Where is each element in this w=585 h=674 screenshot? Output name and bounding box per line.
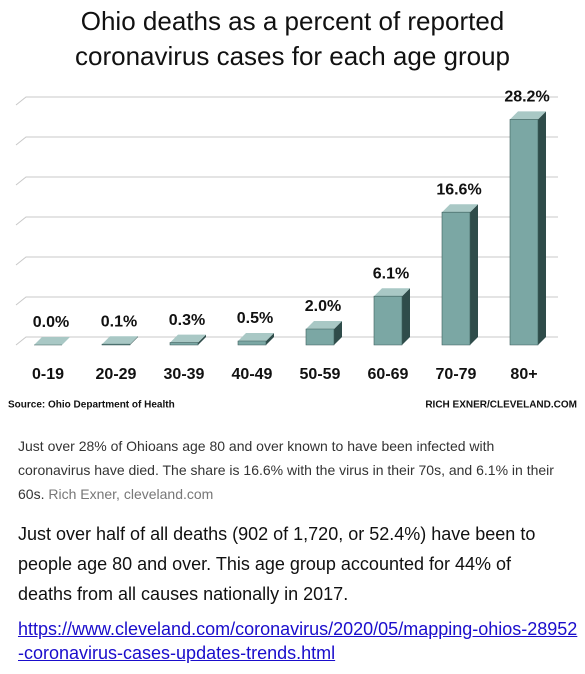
caption: Just over 28% of Ohioans age 80 and over… — [18, 434, 570, 506]
grid-line — [15, 136, 558, 146]
x-tick-label: 70-79 — [436, 366, 477, 383]
grid-line — [15, 96, 558, 106]
caption-credit: Rich Exner, cleveland.com — [48, 486, 214, 502]
chart-title: Ohio deaths as a percent of reported cor… — [74, 6, 511, 71]
x-tick-label: 40-49 — [232, 366, 273, 383]
x-tick-label: 20-29 — [96, 366, 137, 383]
x-tick-label: 0-19 — [32, 366, 64, 383]
value-label: 0.1% — [101, 313, 137, 330]
grid-line — [15, 216, 558, 226]
bar — [169, 334, 206, 346]
bar — [373, 288, 410, 346]
bar — [509, 111, 546, 346]
value-label: 0.0% — [33, 314, 69, 331]
x-tick-label: 30-39 — [164, 366, 205, 383]
source: Source: Ohio Department of Health — [8, 400, 175, 411]
value-label: 2.0% — [305, 298, 341, 315]
value-label: 0.5% — [237, 310, 273, 327]
value-label: 0.3% — [169, 312, 205, 329]
value-label: 6.1% — [373, 265, 409, 282]
bar — [237, 333, 274, 346]
body-text: Just over half of all deaths (902 of 1,7… — [18, 524, 536, 604]
bar — [441, 204, 478, 346]
bar — [34, 337, 70, 346]
x-tick-label: 50-59 — [300, 366, 341, 383]
article-link[interactable]: https://www.cleveland.com/coronavirus/20… — [18, 619, 578, 663]
bar — [101, 336, 138, 346]
grid-line — [15, 176, 558, 186]
caption-text: Just over 28% of Ohioans age 80 and over… — [18, 438, 554, 502]
x-tick-label: 80+ — [510, 366, 537, 383]
chart: Source: Ohio Department of Health RICH E… — [8, 89, 577, 411]
grid-line — [15, 256, 558, 266]
credit: RICH EXNER/CLEVELAND.COM — [425, 400, 577, 411]
value-label: 28.2% — [504, 89, 549, 106]
value-label: 16.6% — [436, 181, 481, 198]
x-tick-label: 60-69 — [368, 366, 409, 383]
bar — [305, 321, 342, 346]
